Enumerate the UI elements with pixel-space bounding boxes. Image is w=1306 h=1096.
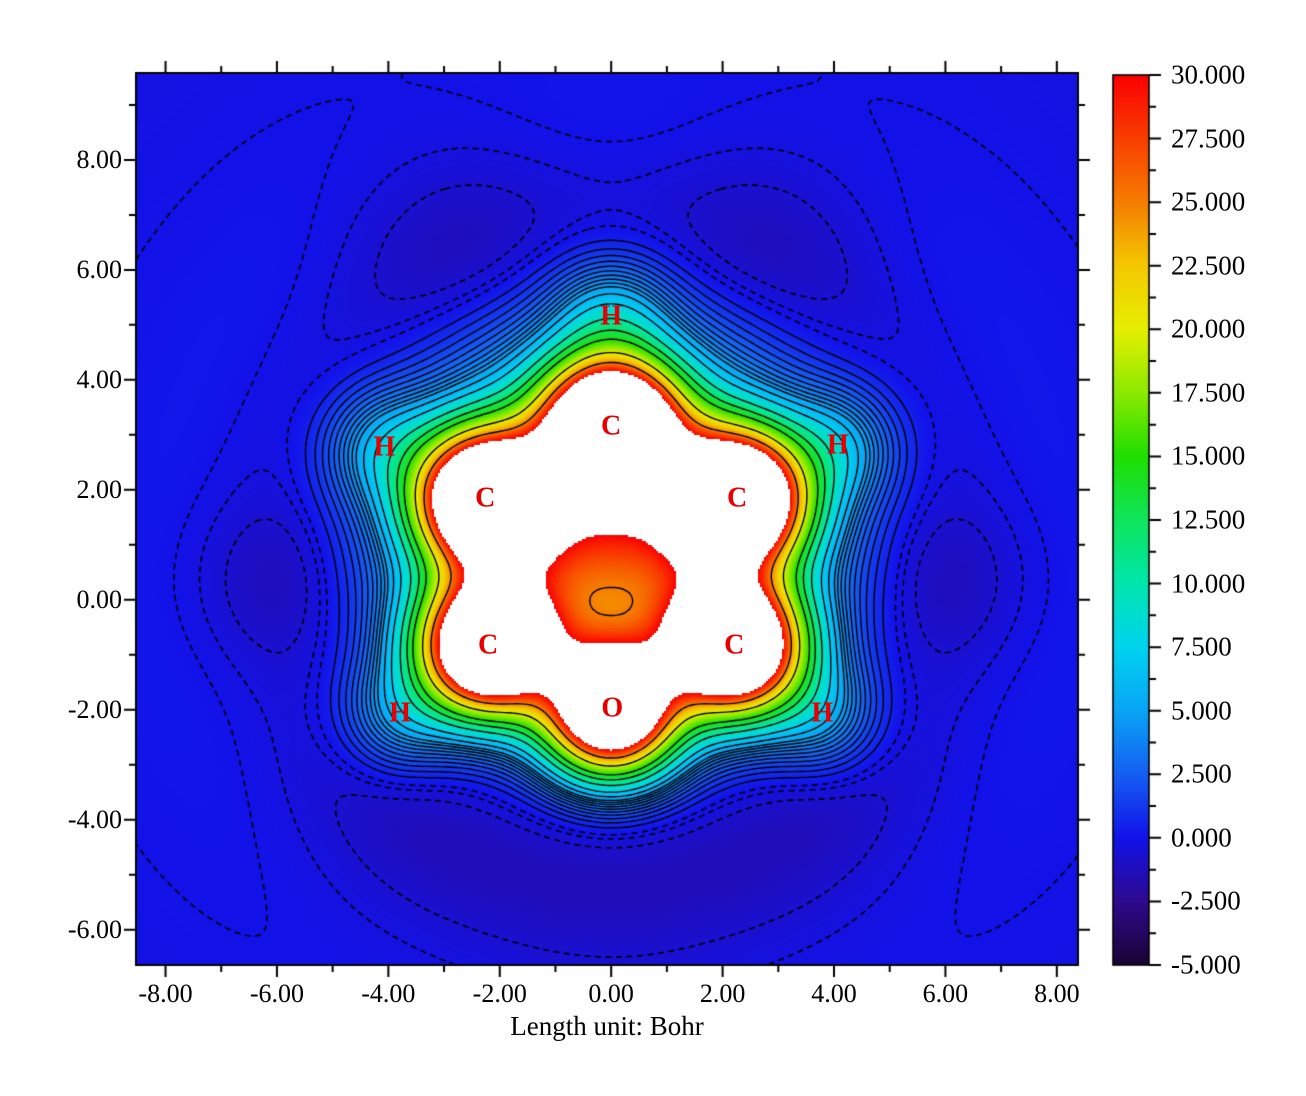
y-tick-label: 8.00	[76, 144, 123, 174]
atom-label-H: H	[811, 697, 834, 729]
atom-label-C: C	[477, 629, 499, 661]
atom-label-H: H	[827, 429, 849, 461]
colorbar-tick-label: 0.000	[1171, 822, 1232, 853]
x-tick-label: -4.00	[361, 979, 416, 1008]
atom-label-C: C	[601, 410, 622, 442]
atom-label-C: C	[475, 482, 496, 514]
y-tick-label: 0.00	[76, 584, 123, 614]
colorbar-tick-label: 25.000	[1171, 186, 1246, 217]
y-tick-label: 4.00	[76, 364, 123, 394]
atom-label-H: H	[373, 431, 396, 463]
x-tick-label: 4.00	[811, 979, 857, 1008]
colorbar-tick-label: -5.000	[1171, 949, 1241, 980]
colorbar-tick-label: 20.000	[1171, 313, 1246, 344]
x-tick-label: -2.00	[472, 979, 527, 1008]
colorbar-tick-label: 7.500	[1171, 631, 1232, 662]
x-tick-label: 6.00	[922, 979, 969, 1008]
colorbar-tick-label: 22.500	[1171, 250, 1246, 281]
atom-label-C: C	[726, 482, 748, 514]
atom-label-C: C	[724, 629, 745, 661]
atom-label-H: H	[389, 697, 411, 729]
colorbar-tick-label: 17.500	[1171, 377, 1246, 408]
atom-label-O: O	[601, 692, 624, 724]
y-tick-label: 6.00	[76, 254, 123, 284]
x-axis-title: Length unit: Bohr	[510, 1011, 704, 1041]
x-tick-label: 2.00	[699, 979, 746, 1008]
y-tick-label: -6.00	[67, 914, 122, 944]
x-tick-label: 8.00	[1034, 979, 1080, 1008]
colorbar-tick-label: 5.000	[1171, 695, 1232, 726]
colorbar-tick-label: 2.500	[1171, 758, 1232, 789]
colorbar-tick-label: 12.500	[1171, 504, 1246, 535]
atom-label-H: H	[600, 300, 623, 332]
colorbar-tick-label: 15.000	[1171, 440, 1246, 471]
y-tick-label: -4.00	[67, 804, 122, 834]
colorbar-tick-label: 30.000	[1171, 59, 1246, 90]
x-tick-label: -8.00	[138, 979, 193, 1008]
colorbar-tick-label: 10.000	[1171, 568, 1246, 599]
x-tick-label: -6.00	[249, 979, 305, 1008]
y-tick-label: 2.00	[76, 474, 123, 504]
x-tick-label: 0.00	[588, 979, 634, 1008]
colorbar-tick-label: -2.500	[1171, 885, 1241, 916]
y-tick-label: -2.00	[67, 694, 122, 724]
colorbar-tick-label: 27.500	[1171, 123, 1246, 154]
